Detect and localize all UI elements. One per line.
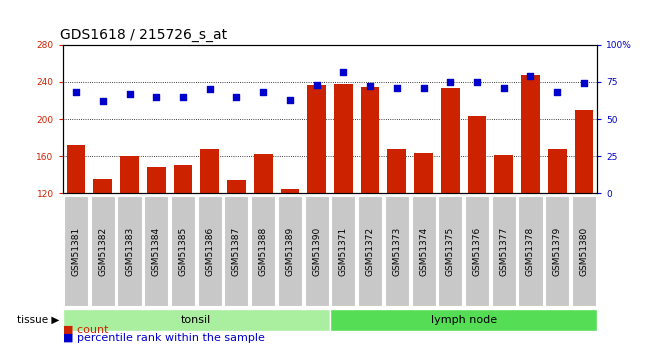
Bar <box>387 149 406 193</box>
FancyBboxPatch shape <box>251 196 275 306</box>
Text: tissue ▶: tissue ▶ <box>17 315 59 325</box>
FancyBboxPatch shape <box>358 196 382 306</box>
Bar <box>468 116 486 193</box>
Point <box>98 98 108 104</box>
Bar <box>575 110 593 193</box>
FancyBboxPatch shape <box>117 196 141 306</box>
Point <box>284 97 295 102</box>
FancyBboxPatch shape <box>91 196 115 306</box>
Bar <box>308 85 326 193</box>
Text: GSM51375: GSM51375 <box>446 226 455 276</box>
Bar <box>147 167 166 193</box>
Text: GSM51383: GSM51383 <box>125 226 134 276</box>
Bar <box>280 189 299 193</box>
Bar <box>67 145 85 193</box>
Text: GDS1618 / 215726_s_at: GDS1618 / 215726_s_at <box>60 28 227 42</box>
Text: GSM51376: GSM51376 <box>473 226 482 276</box>
Point <box>445 79 455 85</box>
Text: GSM51386: GSM51386 <box>205 226 214 276</box>
Text: GSM51380: GSM51380 <box>579 226 589 276</box>
Point <box>71 90 81 95</box>
Text: GSM51381: GSM51381 <box>71 226 81 276</box>
FancyBboxPatch shape <box>572 196 596 306</box>
FancyBboxPatch shape <box>145 196 168 306</box>
Text: ■ count: ■ count <box>63 325 108 335</box>
Point <box>258 90 269 95</box>
FancyBboxPatch shape <box>331 196 355 306</box>
Bar <box>120 156 139 193</box>
Text: GSM51390: GSM51390 <box>312 226 321 276</box>
FancyBboxPatch shape <box>198 196 222 306</box>
Bar <box>201 149 219 193</box>
Bar <box>174 165 192 193</box>
Text: GSM51385: GSM51385 <box>178 226 187 276</box>
FancyBboxPatch shape <box>63 309 330 331</box>
Text: lymph node: lymph node <box>430 315 497 325</box>
Point <box>418 85 429 91</box>
Point <box>579 81 589 86</box>
FancyBboxPatch shape <box>171 196 195 306</box>
Point <box>312 82 322 88</box>
Text: tonsil: tonsil <box>182 315 211 325</box>
Point <box>231 94 242 99</box>
Point <box>151 94 162 99</box>
Point <box>124 91 135 97</box>
Bar <box>521 75 540 193</box>
FancyBboxPatch shape <box>278 196 302 306</box>
Text: GSM51377: GSM51377 <box>499 226 508 276</box>
Point <box>525 73 536 79</box>
FancyBboxPatch shape <box>305 196 329 306</box>
Point <box>205 87 215 92</box>
FancyBboxPatch shape <box>545 196 569 306</box>
Bar <box>334 84 352 193</box>
Bar <box>227 180 246 193</box>
Point <box>498 85 509 91</box>
Bar <box>548 149 566 193</box>
Point <box>338 69 348 74</box>
Text: GSM51384: GSM51384 <box>152 226 161 276</box>
FancyBboxPatch shape <box>224 196 248 306</box>
FancyBboxPatch shape <box>330 309 597 331</box>
FancyBboxPatch shape <box>385 196 409 306</box>
Text: GSM51389: GSM51389 <box>285 226 294 276</box>
FancyBboxPatch shape <box>64 196 88 306</box>
Point <box>365 83 376 89</box>
Bar <box>441 88 459 193</box>
Bar <box>414 153 433 193</box>
FancyBboxPatch shape <box>412 196 436 306</box>
Text: ■ percentile rank within the sample: ■ percentile rank within the sample <box>63 333 265 343</box>
Bar <box>94 179 112 193</box>
Text: GSM51373: GSM51373 <box>392 226 401 276</box>
FancyBboxPatch shape <box>519 196 543 306</box>
Bar <box>254 154 273 193</box>
Point <box>472 79 482 85</box>
Text: GSM51378: GSM51378 <box>526 226 535 276</box>
Text: GSM51387: GSM51387 <box>232 226 241 276</box>
Text: GSM51371: GSM51371 <box>339 226 348 276</box>
Bar <box>494 155 513 193</box>
Text: GSM51374: GSM51374 <box>419 226 428 276</box>
FancyBboxPatch shape <box>465 196 489 306</box>
Text: GSM51372: GSM51372 <box>366 226 375 276</box>
Text: GSM51382: GSM51382 <box>98 226 108 276</box>
Text: GSM51379: GSM51379 <box>552 226 562 276</box>
Point <box>552 90 562 95</box>
FancyBboxPatch shape <box>492 196 515 306</box>
Point <box>178 94 188 99</box>
Point <box>391 85 402 91</box>
FancyBboxPatch shape <box>438 196 462 306</box>
Text: GSM51388: GSM51388 <box>259 226 268 276</box>
Bar <box>361 87 380 193</box>
